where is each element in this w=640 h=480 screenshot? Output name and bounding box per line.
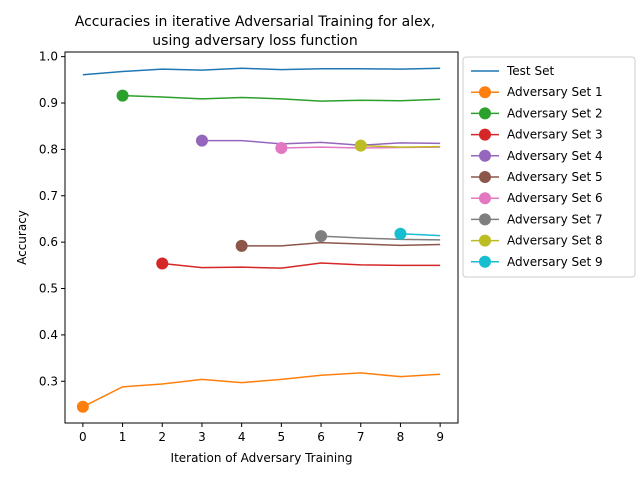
legend-label-adversary-set-2: Adversary Set 2 xyxy=(507,106,603,120)
series-marker-adversary-set-3 xyxy=(156,257,169,270)
series-line-adversary-set-4 xyxy=(201,139,441,146)
x-tick-label: 2 xyxy=(158,430,166,444)
x-axis-label: Iteration of Adversary Training xyxy=(171,451,353,465)
x-tick-label: 4 xyxy=(238,430,246,444)
x-tick-label: 3 xyxy=(198,430,206,444)
legend-marker-adversary-set-2 xyxy=(479,107,491,120)
series-adversary-set-7 xyxy=(315,230,441,243)
legend-item-adversary-set-5: Adversary Set 5 xyxy=(471,170,603,184)
series-line-test-set xyxy=(82,67,441,76)
legend-marker-adversary-set-1 xyxy=(479,86,491,99)
series-adversary-set-8 xyxy=(354,139,441,152)
legend-item-adversary-set-6: Adversary Set 6 xyxy=(471,191,603,205)
series-adversary-set-9 xyxy=(394,227,441,240)
series-marker-adversary-set-4 xyxy=(195,134,208,147)
legend: Test Set Adversary Set 1 Adversary Set 2 Ad… xyxy=(462,56,636,278)
chart-title-line-1: Accuracies in iterative Adversarial Trai… xyxy=(75,14,435,30)
y-tick-label: 0.9 xyxy=(39,96,58,110)
series-adversary-set-3 xyxy=(156,257,441,270)
chart-title: Accuracies in iterative Adversarial Trai… xyxy=(75,14,435,49)
x-tick-label: 5 xyxy=(278,430,286,444)
legend-label-adversary-set-6: Adversary Set 6 xyxy=(507,191,603,205)
legend-marker-adversary-set-3 xyxy=(479,128,491,141)
x-tick-label: 9 xyxy=(436,430,444,444)
y-tick-label: 0.6 xyxy=(39,235,58,249)
series-marker-adversary-set-5 xyxy=(235,239,248,252)
y-tick-label: 0.3 xyxy=(39,374,58,388)
legend-frame xyxy=(462,56,636,278)
series-marker-adversary-set-9 xyxy=(394,227,407,240)
series-line-adversary-set-2 xyxy=(122,94,441,102)
x-axis-ticks: 0 1 2 3 4 5 6 7 8 9 xyxy=(79,423,444,444)
legend-label-adversary-set-1: Adversary Set 1 xyxy=(507,85,603,99)
legend-label-adversary-set-9: Adversary Set 9 xyxy=(507,255,603,269)
legend-label-adversary-set-7: Adversary Set 7 xyxy=(507,212,603,226)
legend-label-adversary-set-3: Adversary Set 3 xyxy=(507,128,603,142)
legend-item-adversary-set-7: Adversary Set 7 xyxy=(471,212,603,226)
series-line-adversary-set-9 xyxy=(400,233,441,237)
y-tick-label: 0.5 xyxy=(39,282,58,296)
y-axis-label: Accuracy xyxy=(15,210,29,265)
series-adversary-set-4 xyxy=(195,134,441,147)
legend-item-adversary-set-2: Adversary Set 2 xyxy=(471,106,603,120)
y-tick-label: 1.0 xyxy=(39,50,58,64)
y-tick-label: 0.4 xyxy=(39,328,58,342)
series-line-adversary-set-5 xyxy=(241,241,441,247)
series-line-adversary-set-1 xyxy=(82,372,441,408)
legend-label-adversary-set-5: Adversary Set 5 xyxy=(507,170,603,184)
series-line-adversary-set-8 xyxy=(360,144,441,148)
x-tick-label: 1 xyxy=(119,430,127,444)
legend-marker-adversary-set-4 xyxy=(479,149,491,162)
x-tick-label: 0 xyxy=(79,430,87,444)
legend-item-adversary-set-4: Adversary Set 4 xyxy=(471,149,603,163)
legend-item-adversary-set-9: Adversary Set 9 xyxy=(471,255,603,269)
y-tick-label: 0.7 xyxy=(39,189,58,203)
series-layer xyxy=(76,67,441,413)
legend-item-adversary-set-3: Adversary Set 3 xyxy=(471,128,603,142)
chart-title-line-2: using adversary loss function xyxy=(152,33,357,49)
legend-marker-adversary-set-7 xyxy=(479,213,491,226)
x-tick-label: 6 xyxy=(317,430,325,444)
series-line-adversary-set-7 xyxy=(321,235,441,241)
series-marker-adversary-set-7 xyxy=(315,230,328,243)
series-line-adversary-set-3 xyxy=(162,262,441,269)
legend-marker-adversary-set-9 xyxy=(479,255,491,268)
series-adversary-set-5 xyxy=(235,239,441,252)
x-tick-label: 7 xyxy=(357,430,365,444)
x-tick-label: 8 xyxy=(397,430,405,444)
series-adversary-set-2 xyxy=(116,89,441,102)
y-tick-label: 0.8 xyxy=(39,142,58,156)
legend-marker-adversary-set-8 xyxy=(479,234,491,247)
series-marker-adversary-set-6 xyxy=(275,141,288,154)
series-marker-adversary-set-1 xyxy=(76,400,89,413)
y-axis-ticks: 0.3 0.4 0.5 0.6 0.7 0.8 0.9 1.0 xyxy=(39,50,65,388)
legend-label-adversary-set-8: Adversary Set 8 xyxy=(507,234,603,248)
series-adversary-set-1 xyxy=(76,372,441,413)
legend-label-adversary-set-4: Adversary Set 4 xyxy=(507,149,603,163)
legend-item-adversary-set-1: Adversary Set 1 xyxy=(471,85,603,99)
legend-marker-adversary-set-5 xyxy=(479,171,491,183)
series-marker-adversary-set-8 xyxy=(354,139,367,152)
legend-label-test-set: Test Set xyxy=(506,64,554,78)
legend-item-test-set: Test Set xyxy=(471,64,554,78)
series-test-set xyxy=(82,67,441,76)
plot-area-frame xyxy=(64,51,459,424)
series-marker-adversary-set-2 xyxy=(116,89,129,102)
legend-item-adversary-set-8: Adversary Set 8 xyxy=(471,234,603,248)
legend-marker-adversary-set-6 xyxy=(479,192,491,205)
